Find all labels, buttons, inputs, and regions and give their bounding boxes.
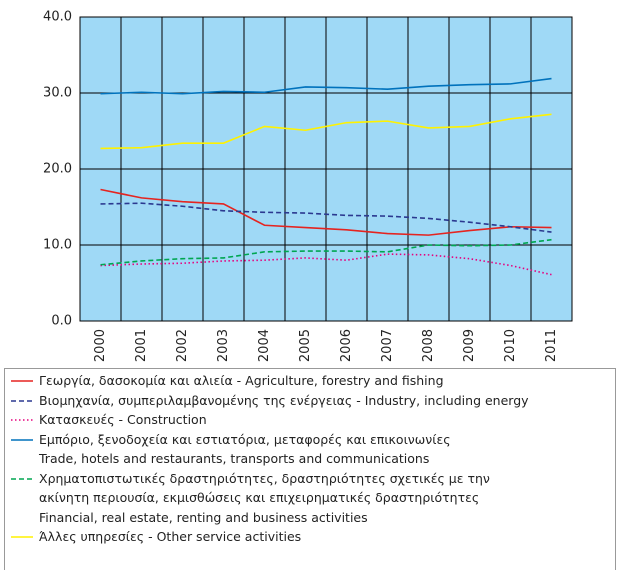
y-tick-label: 20.0 <box>43 162 72 177</box>
legend-swatch <box>11 380 33 382</box>
legend-label: Κατασκευές - Construction <box>39 412 207 427</box>
plot-border <box>79 16 573 322</box>
x-tick-label: 2009 <box>462 329 477 362</box>
legend-label: Γεωργία, δασοκομία και αλιεία - Agricult… <box>39 373 444 388</box>
series-line <box>100 188 552 236</box>
legend: Γεωργία, δασοκομία και αλιεία - Agricult… <box>4 368 616 570</box>
x-tick-label: 2002 <box>175 329 190 362</box>
chart: 0.0 10.0 20.0 30.0 40.0 2000 2001 2002 2003 2004 2… <box>43 10 573 362</box>
series-line <box>100 253 552 276</box>
legend-swatch <box>11 399 33 402</box>
legend-label: Εμπόριο, ξενοδοχεία και εστιατόρια, μετα… <box>39 431 451 467</box>
series-line <box>100 113 552 150</box>
legend-swatch <box>11 419 33 421</box>
legend-entry: Χρηματοπιστωτικές δραστηριότητες, δραστη… <box>5 469 615 528</box>
legend-entry: Γεωργία, δασοκομία και αλιεία - Agricult… <box>5 371 615 391</box>
legend-entry: Εμπόριο, ξενοδοχεία και εστιατόρια, μετα… <box>5 430 615 469</box>
legend-entry: Βιομηχανία, συμπεριλαμβανομένης της ενέρ… <box>5 391 615 411</box>
y-tick-label: 0.0 <box>51 314 72 329</box>
legend-entry: Άλλες υπηρεσίες - Other service activiti… <box>5 527 615 547</box>
legend-label: Χρηματοπιστωτικές δραστηριότητες, δραστη… <box>39 470 490 525</box>
x-tick-label: 2003 <box>216 329 231 362</box>
x-tick-label: 2007 <box>380 329 395 362</box>
y-tick-label: 30.0 <box>43 86 72 101</box>
legend-entry: Κατασκευές - Construction <box>5 410 615 430</box>
y-tick-label: 40.0 <box>43 10 72 25</box>
x-tick-label: 2010 <box>503 329 518 362</box>
legend-label: Βιομηχανία, συμπεριλαμβανομένης της ενέρ… <box>39 392 529 408</box>
x-tick-label: 2001 <box>134 329 149 362</box>
x-tick-label: 2004 <box>257 329 272 362</box>
series-line <box>100 238 552 266</box>
x-tick-label: 2000 <box>93 329 108 362</box>
y-tick-label: 10.0 <box>43 238 72 253</box>
legend-swatch <box>11 438 33 441</box>
series-line <box>100 77 552 95</box>
legend-swatch <box>11 536 33 538</box>
x-tick-label: 2005 <box>298 329 313 362</box>
legend-swatch <box>11 477 33 480</box>
legend-label: Άλλες υπηρεσίες - Other service activiti… <box>39 529 302 544</box>
x-tick-label: 2008 <box>421 329 436 362</box>
x-tick-label: 2011 <box>544 329 559 362</box>
series-line <box>100 202 552 233</box>
x-tick-label: 2006 <box>339 329 354 362</box>
